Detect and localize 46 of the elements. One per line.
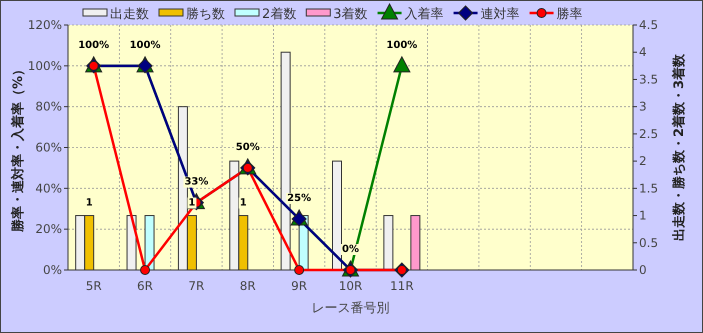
- y-tick-label: 80%: [35, 100, 62, 114]
- legend-label: 3着数: [333, 6, 368, 22]
- y-axis-title: 勝率・連対率・入着率（%）: [10, 62, 26, 234]
- y2-axis-title: 出走数・勝ち数・2着数・3着数: [671, 52, 687, 242]
- y2-tick-label: 4.5: [639, 18, 658, 32]
- data-label: 1: [86, 198, 93, 209]
- y-tick-label: 120%: [28, 18, 62, 32]
- x-tick-label: 7R: [188, 279, 204, 293]
- legend-label: 入着率: [404, 6, 444, 22]
- y2-tick-label: 4: [639, 45, 647, 60]
- data-label: 1: [188, 198, 196, 209]
- y-tick-label: 40%: [35, 181, 62, 196]
- legend-label: 2着数: [262, 6, 296, 22]
- legend-label: 連対率: [480, 6, 520, 22]
- bar: [383, 215, 394, 270]
- x-tick-label: 6R: [137, 279, 154, 293]
- y2-tick-label: 1.5: [639, 181, 658, 196]
- data-label: 0%: [342, 244, 359, 255]
- y-tick-label: 100%: [28, 58, 62, 73]
- x-tick-label: 9R: [291, 279, 308, 293]
- x-tick-label: 8R: [240, 279, 256, 293]
- y2-tick-label: 0.5: [639, 236, 658, 250]
- y-tick-label: 20%: [35, 222, 62, 236]
- x-tick-label: 11R: [390, 279, 414, 293]
- data-label: 100%: [78, 40, 110, 51]
- data-label: 100%: [386, 40, 418, 51]
- y2-tick-label: 2: [639, 154, 647, 168]
- data-label: 100%: [130, 40, 160, 51]
- data-label: 25%: [287, 192, 312, 204]
- x-tick-label: 5R: [86, 279, 102, 293]
- data-label: 50%: [236, 142, 260, 153]
- data-label: 1: [240, 198, 247, 209]
- y2-tick-label: 2.5: [639, 126, 658, 141]
- y-tick-label: 60%: [35, 140, 62, 154]
- y2-tick-label: 3.5: [639, 72, 658, 86]
- x-axis-title: レース番号別: [312, 301, 390, 316]
- y2-tick-label: 1: [639, 208, 647, 223]
- legend-label: 勝ち数: [186, 7, 225, 22]
- legend-label: 勝率: [556, 6, 583, 22]
- legend-label: 出走数: [110, 7, 149, 22]
- y2-tick-label: 0: [639, 263, 647, 277]
- x-tick-label: 10R: [338, 279, 362, 293]
- y-tick-label: 0%: [42, 263, 62, 277]
- y2-tick-label: 3: [639, 100, 647, 114]
- data-label: 33%: [184, 176, 208, 188]
- bar: [332, 160, 342, 270]
